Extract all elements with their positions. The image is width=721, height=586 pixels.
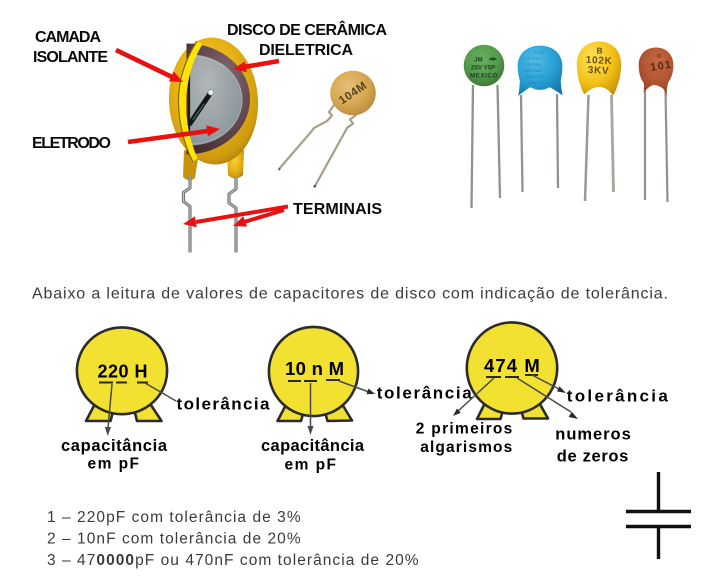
svg-text:101: 101: [649, 59, 673, 74]
svg-text:D7c205e: D7c205e: [524, 62, 541, 67]
svg-text:X03 7u4s: X03 7u4s: [524, 68, 542, 73]
svg-text:B: B: [596, 45, 603, 55]
svg-text:474 M: 474 M: [484, 355, 541, 376]
svg-text:DIELETRICA: DIELETRICA: [259, 42, 353, 59]
svg-text:CAMADA: CAMADA: [35, 29, 101, 46]
svg-text:B0hm 10l.: B0hm 10l.: [526, 74, 545, 79]
svg-text:Abaixo a leitura de valores de: Abaixo a leitura de valores de capacitor…: [32, 286, 668, 303]
svg-text:10 n M: 10 n M: [285, 358, 344, 379]
svg-text:MEXICO: MEXICO: [470, 73, 498, 80]
svg-text:3KV: 3KV: [587, 65, 609, 77]
svg-text:h08c 05: h08c 05: [528, 80, 544, 85]
svg-text:ISOLANTE: ISOLANTE: [33, 49, 108, 66]
svg-text:algarismos: algarismos: [420, 439, 512, 456]
svg-text:3 – 470000pF ou 470nF com tol: 3 – 470000pF ou 470nF com tolerância de …: [47, 552, 420, 569]
svg-text:capacitância: capacitância: [61, 437, 168, 455]
svg-text:2 – 10nF com tolerância de 20%: 2 – 10nF com tolerância de 20%: [47, 531, 302, 548]
svg-text:de zeros: de zeros: [557, 447, 629, 465]
svg-text:capacitância: capacitância: [261, 437, 365, 455]
svg-text:DISCO DE CERÂMICA: DISCO DE CERÂMICA: [227, 20, 387, 39]
svg-text:tolerância: tolerância: [177, 395, 271, 414]
svg-text:numeros: numeros: [555, 425, 631, 443]
svg-text:1 – 220pF com tolerância de 3: 1 – 220pF com tolerância de 3%: [47, 509, 302, 526]
svg-text:em pF: em pF: [88, 456, 140, 473]
svg-text:220 H: 220 H: [98, 362, 149, 382]
svg-text:JM: JM: [474, 57, 483, 64]
svg-text:tolerância: tolerância: [377, 383, 473, 402]
svg-text:25V Y5P: 25V Y5P: [471, 65, 495, 72]
svg-text:2 primeiros: 2 primeiros: [416, 421, 513, 438]
svg-text:.1 72W: .1 72W: [526, 56, 539, 61]
svg-text:TERMINAIS: TERMINAIS: [293, 201, 382, 218]
svg-text:ELETRODO: ELETRODO: [32, 135, 111, 152]
svg-text:1 n 8: 1 n 8: [534, 50, 544, 55]
svg-text:102K: 102K: [585, 55, 612, 67]
svg-text:tolerância: tolerância: [567, 387, 669, 406]
svg-text:em pF: em pF: [285, 457, 337, 474]
